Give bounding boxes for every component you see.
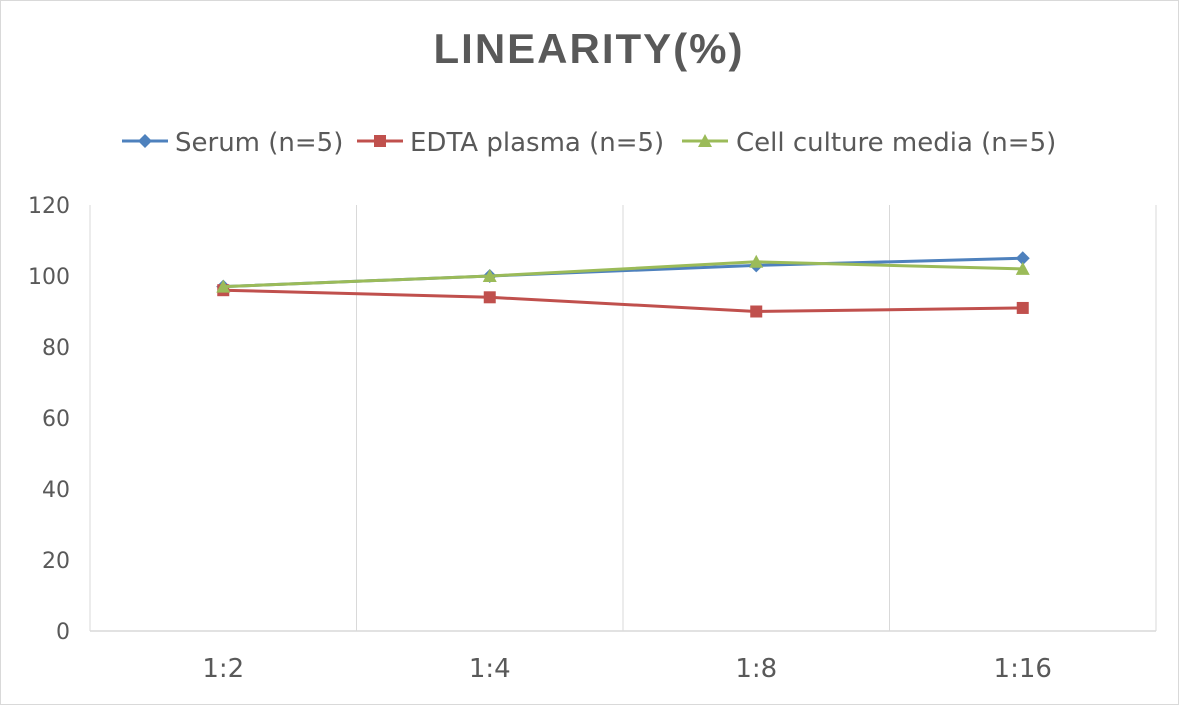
legend: Serum (n=5) EDTA plasma (n=5) Cell culture…	[122, 128, 1056, 158]
x-tick-label: 1:4	[469, 654, 511, 684]
y-tick-label: 20	[42, 549, 70, 574]
y-tick-label: 60	[42, 407, 70, 432]
y-tick-label: 40	[42, 478, 70, 503]
series-layer	[216, 251, 1030, 318]
y-axis: 0 20 40 60 80 100 120	[28, 194, 70, 645]
series-2	[216, 254, 1030, 293]
x-tick-label: 1:8	[735, 654, 777, 684]
legend-marker	[698, 134, 712, 147]
legend-label: EDTA plasma (n=5)	[410, 128, 664, 158]
data-point	[483, 291, 496, 304]
data-point	[216, 279, 231, 293]
y-tick-label: 100	[28, 265, 70, 290]
data-point	[750, 305, 763, 318]
y-tick-label: 120	[28, 194, 70, 219]
data-point	[1015, 261, 1030, 275]
legend-label: Cell culture media (n=5)	[736, 128, 1056, 158]
y-tick-label: 80	[42, 336, 70, 361]
legend-entry: Cell culture media (n=5)	[682, 128, 1056, 158]
chart-title: LINEARITY(%)	[434, 25, 745, 72]
series-line	[223, 288, 1023, 313]
data-point	[482, 269, 497, 282]
legend-marker	[374, 135, 386, 147]
y-tick-label: 0	[56, 620, 70, 645]
x-tick-label: 1:16	[994, 654, 1052, 684]
data-point	[1015, 251, 1030, 266]
series-line	[223, 260, 1023, 289]
x-tick-label: 1:2	[202, 654, 244, 684]
legend-label: Serum (n=5)	[175, 128, 343, 158]
legend-entry: EDTA plasma (n=5)	[357, 128, 664, 158]
grid	[89, 205, 1157, 632]
x-axis: 1:2 1:4 1:8 1:16	[202, 654, 1052, 684]
legend-marker	[138, 134, 152, 148]
legend-entry: Serum (n=5)	[122, 128, 343, 158]
data-point	[749, 254, 764, 268]
data-point	[1016, 301, 1029, 314]
